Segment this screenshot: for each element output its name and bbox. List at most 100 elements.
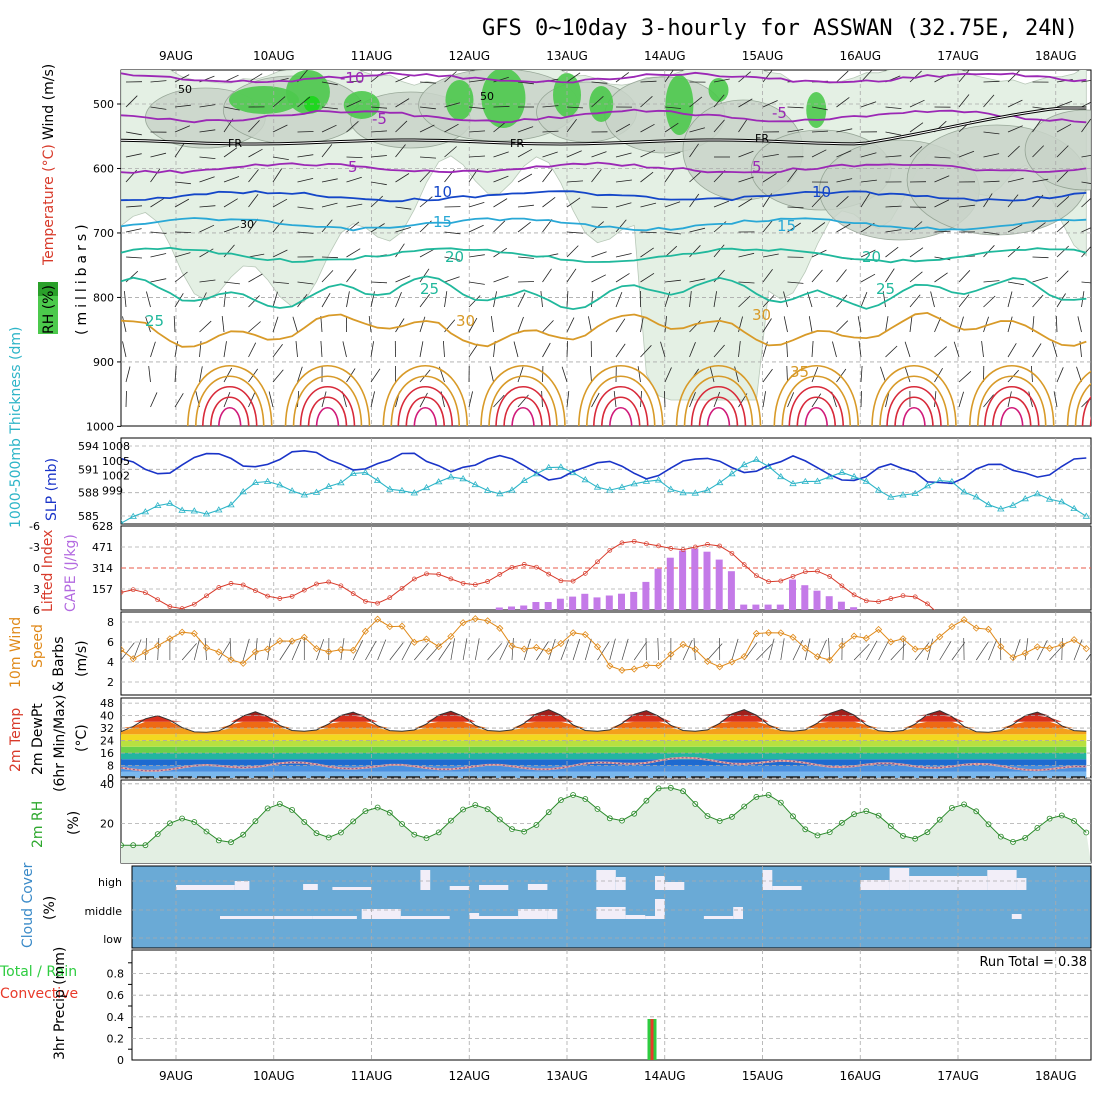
upper-wind-barb — [125, 366, 131, 383]
upper-wind-barb — [566, 180, 584, 183]
upper-wind-barb — [958, 391, 964, 408]
upper-wind-barb — [493, 175, 509, 183]
upper-wind-barb — [762, 253, 779, 258]
upper-wind-barb — [272, 291, 278, 308]
upper-wind-barb — [640, 345, 652, 358]
upper-wind-barb — [272, 369, 284, 383]
wind10-marker — [312, 645, 321, 653]
upper-wind-barb — [566, 340, 568, 358]
upper-wind-barb — [268, 391, 274, 408]
upper-wind-barb — [223, 176, 240, 183]
upper-wind-barb — [346, 269, 357, 283]
upper-wind-barb — [174, 393, 184, 408]
li-tick-label: -3 — [29, 541, 40, 554]
upper-wind-barb — [860, 291, 868, 308]
surface-isotherm — [390, 375, 460, 426]
wind10-barb — [487, 643, 503, 661]
rh-green-patch — [665, 75, 694, 135]
upper-wind-barb — [713, 78, 730, 83]
bottom-date-label: 9AUG — [159, 1069, 193, 1083]
upper-wind-barb — [983, 80, 1000, 83]
wind10-marker — [178, 628, 186, 636]
cloud-level-label: high — [98, 876, 122, 889]
upper-wind-barb — [591, 274, 606, 283]
surface-isotherm — [397, 386, 453, 426]
surface-isotherm — [413, 407, 437, 426]
upper-wind-barb — [395, 98, 410, 108]
slp-tick-label: 1008 — [102, 440, 130, 453]
upper-wind-barb — [346, 291, 350, 308]
upper-wind-barb — [930, 291, 935, 308]
upper-wind-barb — [762, 173, 777, 183]
upper-air-panel: 500 600 700 800 900 1000 -10 -5 -5 5 5 10 10 15 15 20 2… — [38, 64, 1092, 433]
upper-wind-barb — [419, 316, 426, 333]
upper-wind-barb — [346, 248, 361, 258]
rh-axis-label: RH (%) — [41, 285, 57, 334]
surface-isotherm — [698, 396, 739, 426]
upper-wind-barb — [468, 106, 485, 110]
wind10-barb — [1061, 637, 1063, 661]
upper-wind-barb — [934, 230, 951, 233]
thickness-slp-lines — [121, 449, 1091, 524]
wind10-marker — [593, 643, 602, 651]
thickness-slp-panel: 594 591 588 585 1008 1005 1002 999 1000-500mb T… — [8, 327, 1092, 528]
wind10-barb — [1073, 639, 1083, 661]
temperature-band — [121, 728, 1087, 735]
upper-wind-barb — [566, 268, 577, 283]
upper-wind-barb — [640, 316, 644, 333]
upper-wind-barb — [419, 268, 430, 283]
isotherm-value-label: 15 — [777, 217, 796, 235]
upper-wind-barb — [1032, 145, 1044, 158]
upper-wind-barb — [713, 317, 721, 333]
upper-wind-barb — [615, 273, 630, 283]
top-date-label: 16AUG — [839, 49, 881, 63]
thickness-ticks: 594 591 588 585 1008 1005 1002 999 — [78, 440, 130, 523]
cloud-high-block — [664, 882, 685, 890]
upper-wind-barb — [958, 94, 970, 108]
temperature-band — [121, 753, 1087, 760]
upper-wind-barb — [786, 365, 788, 383]
wind10-marker — [1033, 643, 1041, 651]
upper-wind-barb — [836, 223, 851, 233]
surface-isotherm — [879, 375, 949, 426]
upper-wind-barb — [660, 341, 666, 358]
slp-tick-label: 999 — [102, 485, 123, 498]
surface-isotherm — [315, 407, 340, 426]
isotherm-value-label: 25 — [420, 280, 439, 298]
wind10-barb — [939, 641, 952, 661]
upper-wind-barb — [811, 195, 824, 208]
rh-contour-label: 30 — [240, 218, 254, 231]
li-marker — [839, 583, 845, 589]
wind10-marker — [740, 653, 748, 661]
upper-wind-barb — [762, 268, 773, 283]
isotherm-value-label: 35 — [790, 363, 809, 381]
upper-wind-barb — [297, 96, 311, 108]
upper-wind-barb — [148, 366, 151, 383]
upper-wind-barb — [517, 173, 533, 183]
cloud-high-block — [762, 870, 773, 890]
isotherm-value-label: -10 — [340, 69, 365, 87]
surface-isotherm — [690, 386, 747, 426]
surface-isotherm — [871, 364, 957, 426]
wind10-barb — [621, 638, 629, 661]
upper-wind-barb — [1028, 391, 1033, 408]
cape-bar — [703, 551, 711, 610]
precip-conv-label: Convective — [0, 986, 78, 1002]
wind10-barb — [853, 643, 870, 661]
upper-wind-barb — [858, 341, 862, 358]
upper-wind-barb — [591, 96, 604, 108]
upper-wind-barb — [983, 193, 993, 208]
upper-wind-barb — [640, 96, 653, 108]
cape-bar — [642, 581, 650, 610]
freezing-level-label: FR — [510, 137, 524, 150]
upper-wind-barb — [811, 269, 823, 283]
wind10-barb — [352, 640, 364, 661]
surface-isotherm — [992, 396, 1032, 426]
cape-bar — [532, 602, 540, 610]
wind10-units-label: (m/s) — [74, 640, 90, 677]
thickness-tick-label: 594 — [78, 440, 99, 453]
thickness-marker — [1033, 490, 1042, 497]
upper-wind-barb — [880, 366, 886, 383]
